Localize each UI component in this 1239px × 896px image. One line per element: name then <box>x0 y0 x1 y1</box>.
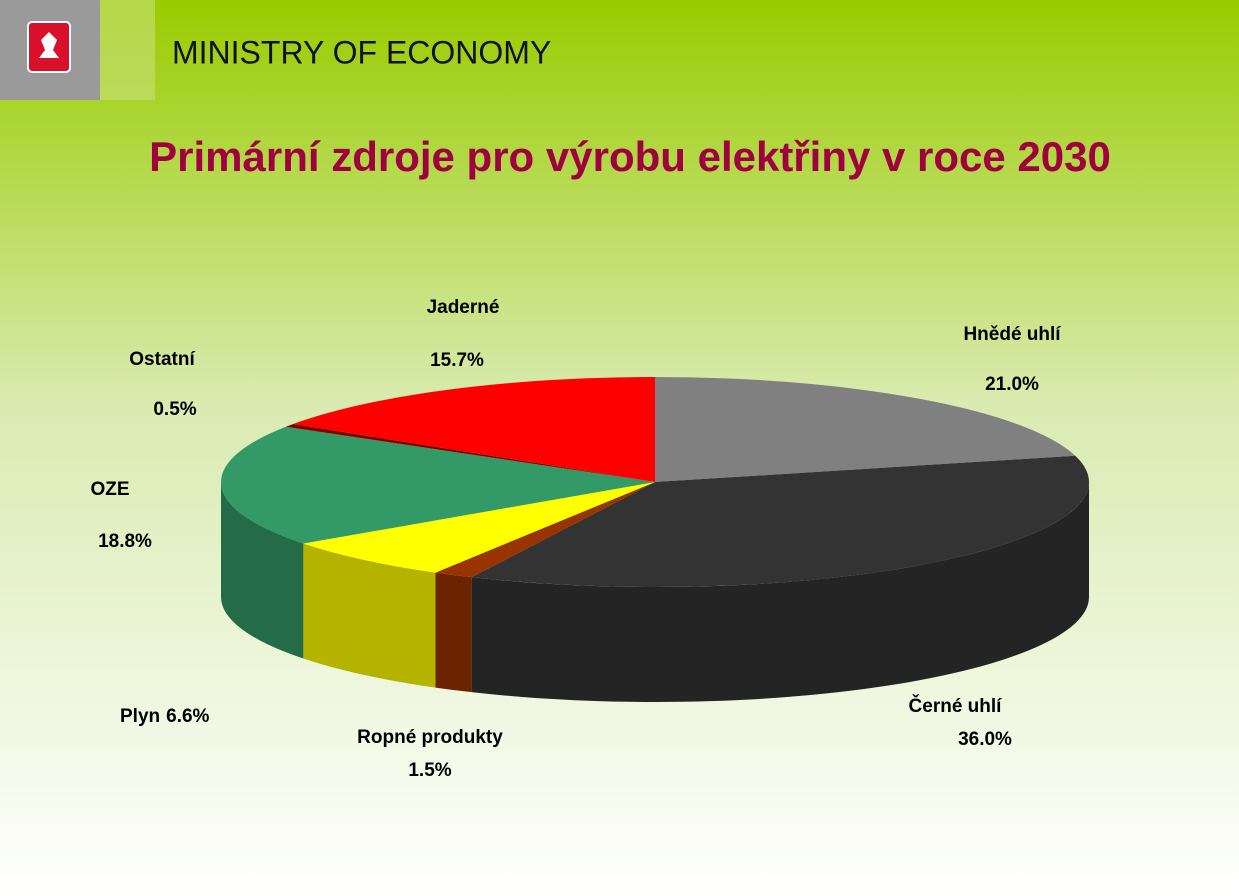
value-label: 36.0% <box>958 729 1012 750</box>
slice <box>303 482 655 573</box>
slice-side <box>435 572 472 693</box>
chart-title: Primární zdroje pro výrobu elektřiny v r… <box>149 133 1111 180</box>
value-label: 18.8% <box>98 531 152 552</box>
category-label: Plyn <box>120 706 160 727</box>
category-label: Černé uhlí <box>909 695 1003 717</box>
slice <box>293 376 655 482</box>
category-label: Jaderné <box>427 297 500 318</box>
value-label: 0.5% <box>153 399 196 420</box>
slice <box>285 423 655 482</box>
eagle-icon <box>39 32 59 58</box>
value-label: 1.5% <box>408 760 451 781</box>
category-label: OZE <box>90 479 129 500</box>
data-label: Plyn 6.6% <box>120 706 210 727</box>
slice <box>655 377 1076 482</box>
slice-side <box>303 543 436 688</box>
category-label: Hnědé uhlí <box>963 324 1061 345</box>
category-label: Ropné produkty <box>357 727 503 748</box>
pie <box>220 376 1089 702</box>
ministry-name: MINISTRY OF ECONOMY <box>172 34 551 70</box>
slice-side <box>471 482 1089 702</box>
value-label: 15.7% <box>430 350 484 371</box>
slice <box>435 482 655 578</box>
slice <box>471 455 1089 587</box>
slice-side <box>221 482 304 659</box>
labels: Hnědé uhlí 21.0% Černé uhlí 36.0% Ropné prod… <box>90 297 1061 781</box>
category-label: Ostatní <box>129 349 195 370</box>
slice <box>220 426 656 544</box>
value-label: 6.6% <box>166 706 209 727</box>
value-label: 21.0% <box>985 374 1039 395</box>
